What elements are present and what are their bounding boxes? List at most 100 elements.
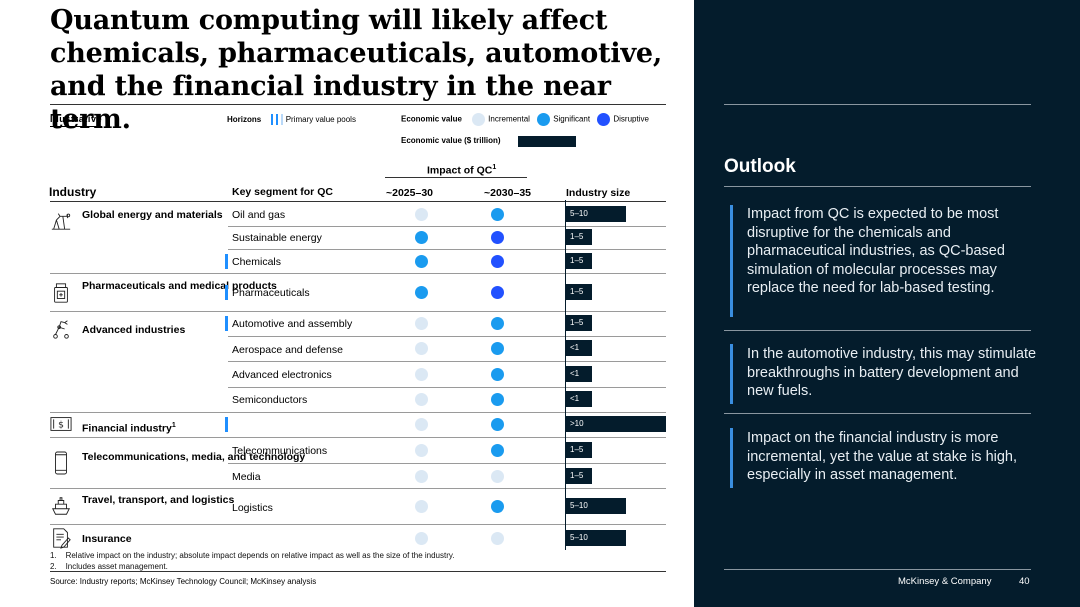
impact-dot-2030 [491,286,504,299]
row-divider [50,311,666,312]
industry-name-text: Financial industry [82,422,172,435]
horizon-2025-header: ~2025–30 [386,187,434,199]
impact-dot-2030 [491,368,504,381]
impact-header: Impact of QC1 [427,164,496,177]
outlook-point-bar [730,428,733,488]
impact-dot-2025 [415,317,428,330]
row-divider [228,361,666,362]
page-number: 40 [1019,576,1030,587]
industry-name: Global energy and materials [82,209,223,221]
footnote-2: 2. Includes asset management. [50,562,168,571]
segment-label: Logistics [232,502,273,514]
industry-size-bar: <1 [566,391,592,407]
impact-dot-2025 [415,444,428,457]
industry-name: Pharmaceuticals and medical products [82,280,277,292]
industry-name-sup: 1 [171,422,176,429]
primary-value-pool-bar [225,316,228,331]
industry-size-bar: 5–10 [566,498,626,514]
row-divider [50,488,666,489]
row-divider [228,226,666,227]
row-divider [50,524,666,525]
industry-name: Financial industry1 [82,419,176,436]
panel-bottom-divider [724,569,1031,570]
page-title: Quantum computing will likely affect che… [50,5,663,135]
impact-header-sup: 1 [492,164,497,171]
outlook-point-bar [730,205,733,317]
robot-arm-icon [53,320,69,339]
impact-dot-2025 [415,255,428,268]
horizon-bar-2 [276,114,279,126]
dollar-bill-icon: $ [50,417,72,431]
disruptive-label: Disruptive [613,114,649,124]
medicine-bottle-icon [54,283,68,303]
impact-dot-2030 [491,532,504,545]
incremental-dot-icon [472,113,486,126]
primary-value-pool-bar [225,285,228,300]
impact-dot-2030 [491,255,504,268]
industry-size-header: Industry size [566,187,631,199]
segment-header: Key segment for QC [232,186,333,198]
outlook-point: Impact on the financial industry is more… [747,430,1018,483]
impact-dot-2025 [415,418,428,431]
impact-dot-2030 [491,208,504,221]
impact-dot-2025 [415,470,428,483]
economic-value-bar [518,136,576,147]
segment-label: Chemicals [232,256,282,268]
row-divider [50,412,666,413]
industry-size-bar: <1 [566,340,592,356]
size-axis [565,200,566,550]
outlook-point: Impact from QC is expected to be most di… [747,206,1005,296]
header-divider [50,201,666,202]
segment-label: Pharmaceuticals [232,287,310,299]
horizon-2030-header: ~2030–35 [484,187,532,199]
outlook-heading: Outlook [724,156,796,177]
smartphone-icon [55,451,67,475]
impact-dot-2030 [491,231,504,244]
impact-dot-2030 [491,418,504,431]
svg-text:$: $ [58,420,64,431]
significant-label: Significant [553,114,591,124]
primary-value-pools-label: Primary value pools [285,115,356,124]
segment-label: Semiconductors [232,394,308,406]
horizon-bar-3 [281,114,284,126]
impact-underline [385,177,527,178]
disruptive-dot-icon [597,113,611,126]
impact-dot-2025 [415,342,428,355]
industry-header: Industry [49,185,97,199]
primary-value-pool-bar [225,254,228,269]
industry-name: Travel, transport, and logistics [82,494,235,506]
segment-label: Aerospace and defense [232,344,343,356]
document-pen-icon [53,528,71,549]
outlook-point-divider [724,330,1031,331]
impact-dot-2025 [415,368,428,381]
title-divider [50,104,666,105]
outlook-point-divider [724,413,1031,414]
segment-label: Media [232,471,261,483]
footnote-1: 1. Relative impact on the industry; abso… [50,551,455,560]
outlook-point-bar [730,344,733,404]
row-divider [228,463,666,464]
industry-size-bar: 5–10 [566,530,626,546]
ship-icon [52,497,70,515]
economic-value-legend: Economic value Incremental Significant D… [401,113,649,126]
impact-dot-2030 [491,342,504,355]
row-divider [228,387,666,388]
impact-dot-2030 [491,393,504,406]
segment-label: Telecommunications [232,445,328,457]
row-divider [50,273,666,274]
industry-size-bar: 1–5 [566,284,592,300]
impact-dot-2030 [491,317,504,330]
impact-dot-2025 [415,208,428,221]
segment-label: Oil and gas [232,209,286,221]
impact-dot-2025 [415,393,428,406]
segment-label: Automotive and assembly [232,318,353,330]
brand-label: McKinsey & Company [898,576,992,587]
industry-size-bar: 1–5 [566,468,592,484]
source-note: Source: Industry reports; McKinsey Techn… [50,577,317,586]
industry-size-bar: 1–5 [566,315,592,331]
incremental-label: Incremental [488,114,530,124]
impact-dot-2025 [415,500,428,513]
outlook-panel: Outlook Impact from QC is expected to be… [694,0,1080,607]
economic-value-trillion-label: Economic value ($ trillion) [401,136,501,145]
outlook-divider [724,186,1031,187]
